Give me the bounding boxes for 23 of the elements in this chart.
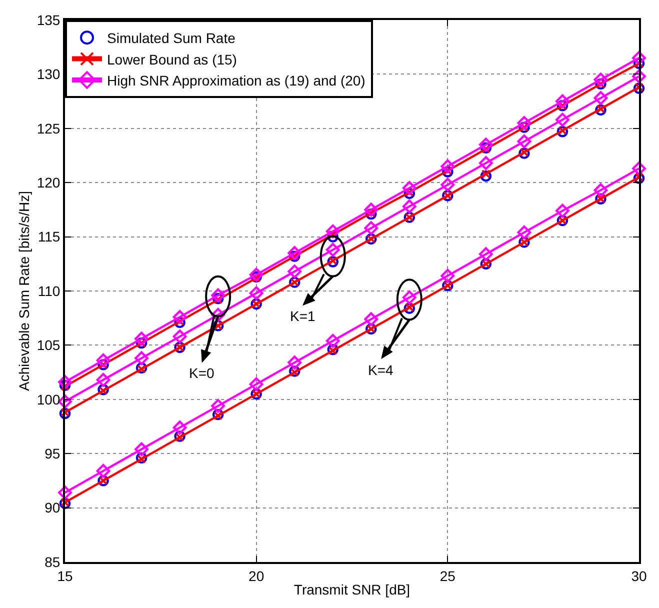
legend-label: Simulated Sum Rate [107, 30, 236, 46]
y-tick-label: 90 [44, 500, 60, 516]
x-tick-label: 30 [631, 568, 647, 584]
x-tick-label: 20 [248, 568, 264, 584]
y-tick-label: 100 [36, 391, 60, 408]
y-tick-label: 120 [36, 174, 60, 190]
y-tick-label: 110 [38, 282, 60, 299]
annotation: K=1 [290, 308, 316, 324]
x-axis-title: Transmit SNR [dB] [294, 582, 410, 598]
y-tick-label: 130 [36, 66, 60, 82]
y-tick-label: 125 [36, 120, 60, 136]
annotation: K=4 [368, 362, 394, 378]
y-tick-label: 95 [44, 446, 60, 462]
y-tick-label: 115 [38, 228, 60, 245]
legend-label: High SNR Approximation as (19) and (20) [107, 72, 366, 88]
y-axis-title: Achievable Sum Rate [bits/s/Hz] [16, 191, 32, 391]
legend-label: Lower Bound as (15) [107, 51, 237, 68]
x-tick-label: 15 [57, 568, 73, 584]
y-tick-label: 85 [44, 554, 60, 570]
annotation: K=0 [189, 365, 215, 381]
y-tick-label: 135 [36, 12, 60, 28]
y-tick-label: 105 [36, 337, 60, 354]
x-tick-label: 25 [440, 568, 456, 584]
